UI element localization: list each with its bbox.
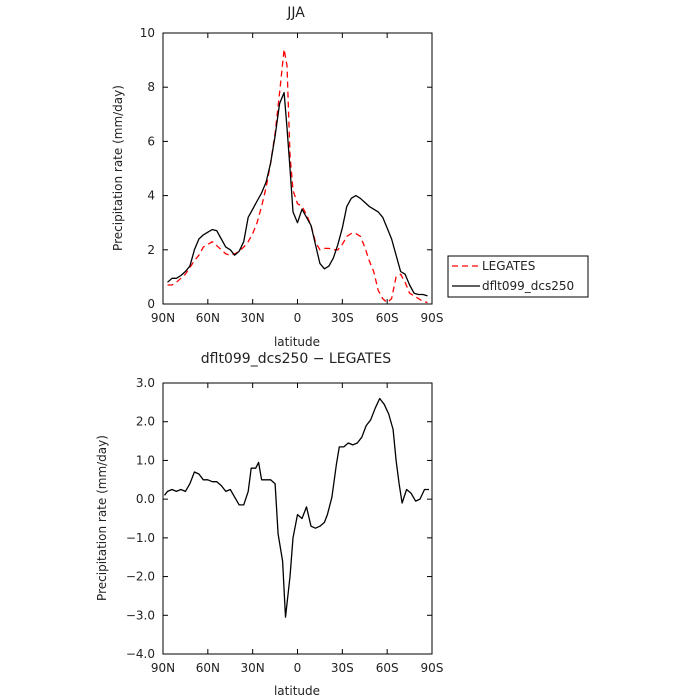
top-chart-x-tick-label-60n: 60N: [196, 311, 220, 325]
bottom-chart-x-tick-label-60s: 60S: [376, 661, 399, 675]
bottom-chart-y-tick-label-0-0: 0.0: [136, 492, 155, 506]
bottom-chart-y-tick-label-3-0: −3.0: [126, 608, 155, 622]
top-chart-series-dflt099-dcs250-line: [167, 91, 428, 297]
top-chart-series-legates-line: [167, 48, 428, 304]
top-chart-x-tick-label-90n: 90N: [151, 311, 175, 325]
bottom-chart-x-tick-label-30s: 30S: [331, 661, 354, 675]
legend-box: [447, 255, 589, 298]
bottom-chart-title: dflt099_dcs250 − LEGATES: [201, 351, 392, 367]
top-chart-y-axis-label: Precipitation rate (mm/day): [111, 85, 125, 251]
legend-label-legates: LEGATES: [482, 259, 535, 273]
top-chart-x-tick-label-60s: 60S: [376, 311, 399, 325]
top-chart-x-axis-label: latitude: [274, 335, 320, 349]
top-chart-y-tick-label-4: 4: [147, 189, 155, 203]
bottom-chart-y-tick-label-1-0: −1.0: [126, 531, 155, 545]
top-chart-title: JJA: [286, 5, 305, 21]
bottom-chart-y-tick-label-1-0: 1.0: [136, 453, 155, 467]
top-chart-y-tick-label-8: 8: [147, 80, 155, 94]
bottom-chart-x-tick-label-30n: 30N: [241, 661, 265, 675]
top-chart-x-tick-label-30n: 30N: [241, 311, 265, 325]
top-chart-frame: [162, 32, 433, 305]
legend: LEGATES dflt099_dcs250: [447, 255, 589, 298]
bottom-chart-series-difference-line: [163, 397, 429, 618]
bottom-chart-y-axis-label: Precipitation rate (mm/day): [95, 435, 109, 601]
top-chart-y-tick-label-0: 0: [147, 297, 155, 311]
bottom-chart-panel: dflt099_dcs250 − LEGATES 90N 60N 30N 0 30S 60…: [95, 351, 443, 698]
bottom-chart-x-tick-label-90n: 90N: [151, 661, 175, 675]
top-chart-y-tick-label-2: 2: [147, 243, 155, 257]
top-chart-x-tick-label-90s: 90S: [421, 311, 444, 325]
top-chart-x-tick-label-30s: 30S: [331, 311, 354, 325]
bottom-chart-y-tick-label-3-0: 3.0: [136, 376, 155, 390]
bottom-chart-y-tick-label-2-0: −2.0: [126, 570, 155, 584]
bottom-chart-x-tick-label-90s: 90S: [421, 661, 444, 675]
top-chart-y-tick-label-10: 10: [140, 26, 155, 40]
top-chart-x-tick-label-0: 0: [294, 311, 302, 325]
bottom-chart-x-tick-label-60n: 60N: [196, 661, 220, 675]
top-chart-y-tick-label-6: 6: [147, 134, 155, 148]
bottom-chart-x-axis-label: latitude: [274, 684, 320, 698]
legend-label-dflt099-dcs250: dflt099_dcs250: [482, 279, 574, 293]
bottom-chart-y-tick-label-4-0: −4.0: [126, 647, 155, 661]
bottom-chart-y-tick-label-2-0: 2.0: [136, 415, 155, 429]
bottom-chart-x-tick-label-0: 0: [294, 661, 302, 675]
